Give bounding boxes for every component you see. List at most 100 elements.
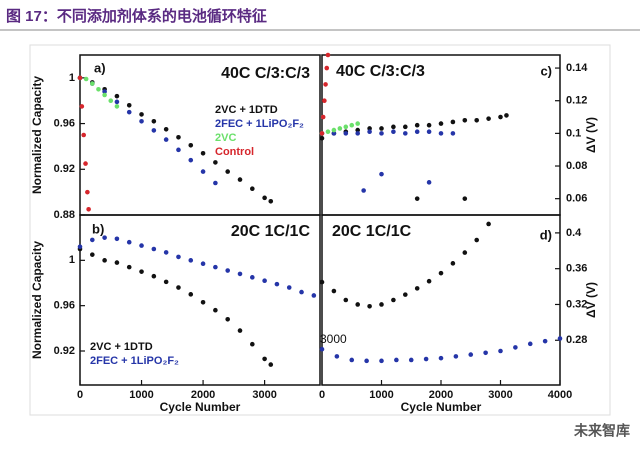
data-point — [379, 126, 384, 131]
data-point — [77, 244, 83, 250]
data-point — [438, 355, 444, 361]
data-point — [355, 131, 361, 136]
data-point — [423, 356, 429, 362]
y-tick-label: 0.14 — [566, 62, 588, 74]
data-point — [237, 177, 243, 182]
data-point — [90, 81, 95, 86]
data-point — [394, 357, 399, 363]
data-point — [453, 354, 459, 359]
x-tick-label: 0 — [77, 389, 83, 401]
data-point — [504, 113, 509, 118]
data-point — [237, 271, 243, 277]
data-point — [325, 52, 331, 58]
data-point — [527, 341, 533, 347]
data-point — [262, 278, 267, 284]
data-point — [126, 239, 132, 245]
data-point — [414, 286, 420, 291]
x-tick-label: 0 — [319, 389, 325, 401]
data-point — [163, 126, 169, 132]
legend-entry: Control — [215, 146, 254, 158]
y-tick-label: 0.4 — [566, 227, 582, 239]
data-point — [79, 104, 85, 109]
data-point — [90, 237, 95, 243]
data-point — [200, 150, 206, 156]
data-point — [286, 285, 292, 290]
data-point — [250, 186, 255, 192]
data-point — [513, 345, 518, 350]
data-point — [114, 93, 120, 99]
data-point — [474, 118, 480, 123]
data-point — [319, 131, 325, 136]
data-point — [225, 268, 230, 273]
data-point — [262, 195, 267, 201]
data-point — [114, 104, 120, 109]
data-point — [355, 302, 361, 307]
data-point — [355, 127, 361, 133]
x-tick-label: 1000 — [369, 389, 393, 401]
data-point — [403, 292, 408, 297]
data-point — [483, 350, 488, 356]
data-point — [225, 169, 230, 174]
data-point — [498, 114, 503, 120]
data-point — [426, 129, 432, 135]
data-point — [311, 293, 317, 298]
data-point — [213, 180, 218, 186]
data-point — [438, 121, 444, 126]
data-point — [274, 281, 280, 287]
data-point — [151, 273, 157, 279]
y-tick-label: 0.28 — [566, 334, 587, 346]
x-axis-label: Cycle Number — [160, 400, 241, 414]
data-point — [450, 131, 456, 136]
legend-entry: 2VC + 1DTD — [215, 104, 278, 116]
data-point — [85, 189, 90, 195]
data-point — [268, 362, 274, 367]
data-point — [319, 135, 325, 141]
y-tick-label: 0.12 — [566, 95, 587, 107]
data-point — [426, 122, 432, 128]
x-tick-label: 2000 — [191, 389, 215, 401]
data-point — [151, 128, 157, 133]
x-tick-label: 3000 — [488, 389, 512, 401]
data-point — [114, 99, 120, 105]
data-point — [403, 124, 408, 130]
data-point — [83, 161, 88, 166]
data-point — [367, 303, 372, 309]
x-tick-label: 4000 — [548, 389, 572, 401]
data-point — [176, 254, 181, 260]
data-point — [323, 82, 328, 87]
data-point — [331, 288, 337, 294]
x-axis-label: Cycle Number — [401, 400, 482, 414]
data-point — [557, 336, 563, 341]
data-point — [486, 221, 491, 227]
data-point — [450, 261, 456, 266]
data-point — [126, 109, 132, 115]
data-point — [163, 250, 169, 255]
x-tick-label: 3000 — [252, 389, 276, 401]
data-point — [426, 180, 432, 185]
data-point — [237, 328, 243, 333]
data-point — [355, 121, 361, 126]
data-point — [450, 119, 456, 125]
y-tick-label: 0.36 — [566, 263, 587, 275]
data-point — [343, 297, 349, 303]
data-point — [176, 134, 181, 140]
figure-title: 图 17：不同添加剂体系的电池循环特征 — [6, 7, 267, 25]
data-point — [468, 352, 474, 357]
data-point — [102, 92, 107, 98]
data-point — [200, 261, 206, 267]
legend-entry: 2FEC + 1LiPO₂F₂ — [215, 118, 304, 130]
data-point — [139, 269, 144, 274]
data-point — [343, 131, 349, 136]
data-point — [367, 129, 372, 135]
data-point — [77, 75, 83, 81]
data-point — [299, 289, 304, 295]
data-point — [331, 131, 337, 136]
data-point — [426, 278, 432, 284]
data-point — [498, 348, 503, 354]
plot-frame — [79, 214, 321, 386]
data-point — [408, 357, 414, 363]
annotation: 20C 1C/1C — [332, 223, 412, 240]
data-point — [414, 122, 420, 128]
panel-label: c) — [540, 63, 552, 78]
